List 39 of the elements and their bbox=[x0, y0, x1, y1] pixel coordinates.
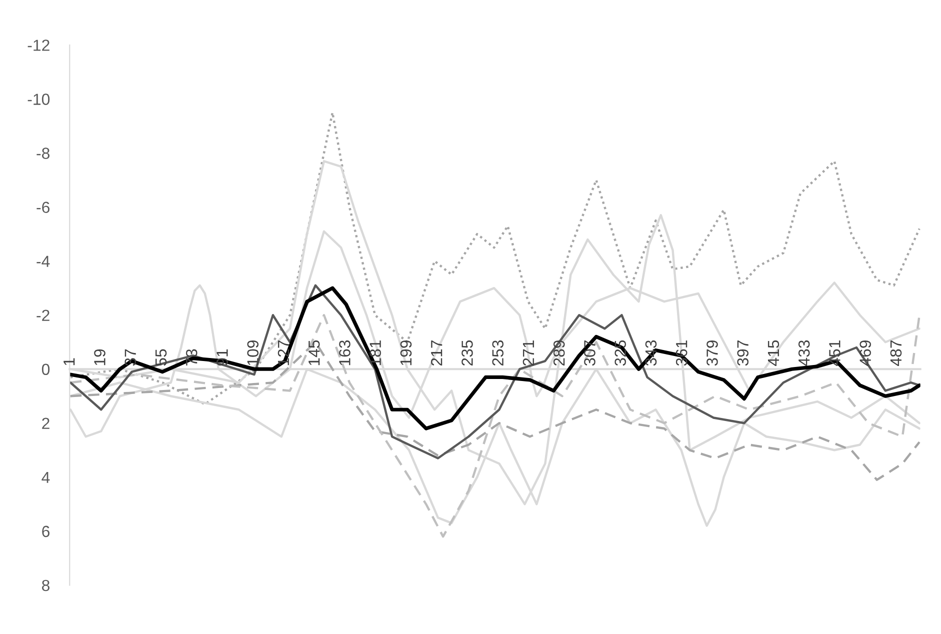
x-tick-label: 1 bbox=[64, 358, 75, 366]
x-tick-label: 253 bbox=[492, 340, 504, 366]
x-tick-label: 145 bbox=[308, 340, 320, 366]
y-tick-label: -8 bbox=[36, 148, 50, 159]
y-tick-label: -10 bbox=[28, 94, 50, 105]
y-tick-label: -4 bbox=[36, 256, 50, 267]
y-tick-label: -2 bbox=[36, 310, 50, 321]
x-tick-label: 91 bbox=[216, 349, 228, 366]
x-tick-label: 379 bbox=[706, 340, 718, 366]
y-tick-label: 4 bbox=[42, 472, 50, 483]
x-tick-label: 433 bbox=[798, 340, 810, 366]
y-tick-label: 6 bbox=[42, 526, 50, 538]
x-tick-label: 19 bbox=[94, 349, 106, 366]
x-tick-label: 37 bbox=[124, 349, 136, 366]
x-tick-label: 469 bbox=[860, 340, 871, 366]
x-tick-label: 163 bbox=[339, 340, 350, 366]
y-tick-label: -6 bbox=[36, 202, 50, 214]
x-tick-label: 235 bbox=[462, 340, 473, 366]
x-tick-label: 55 bbox=[156, 349, 167, 366]
x-tick-label: 109 bbox=[247, 340, 259, 366]
x-tick-label: 397 bbox=[737, 340, 748, 366]
x-tick-label: 487 bbox=[890, 340, 902, 366]
x-tick-label: 415 bbox=[768, 340, 780, 366]
x-tick-label: 325 bbox=[614, 340, 626, 366]
x-tick-label: 451 bbox=[829, 340, 840, 366]
x-tick-label: 199 bbox=[400, 340, 412, 366]
y-tick-label: 8 bbox=[42, 580, 50, 592]
x-tick-label: 361 bbox=[676, 340, 688, 366]
y-tick-label: 0 bbox=[42, 364, 50, 376]
y-tick-label: -12 bbox=[28, 40, 50, 51]
x-tick-label: 289 bbox=[553, 340, 565, 366]
x-tick-label: 271 bbox=[522, 340, 534, 366]
x-tick-label: 217 bbox=[430, 340, 442, 366]
x-tick-label: 127 bbox=[278, 340, 289, 366]
x-tick-label: 181 bbox=[370, 340, 382, 366]
x-tick-label: 343 bbox=[645, 340, 657, 366]
y-tick-label: 2 bbox=[42, 418, 50, 429]
x-tick-label: 73 bbox=[186, 349, 198, 366]
x-tick-label: 307 bbox=[584, 340, 596, 366]
